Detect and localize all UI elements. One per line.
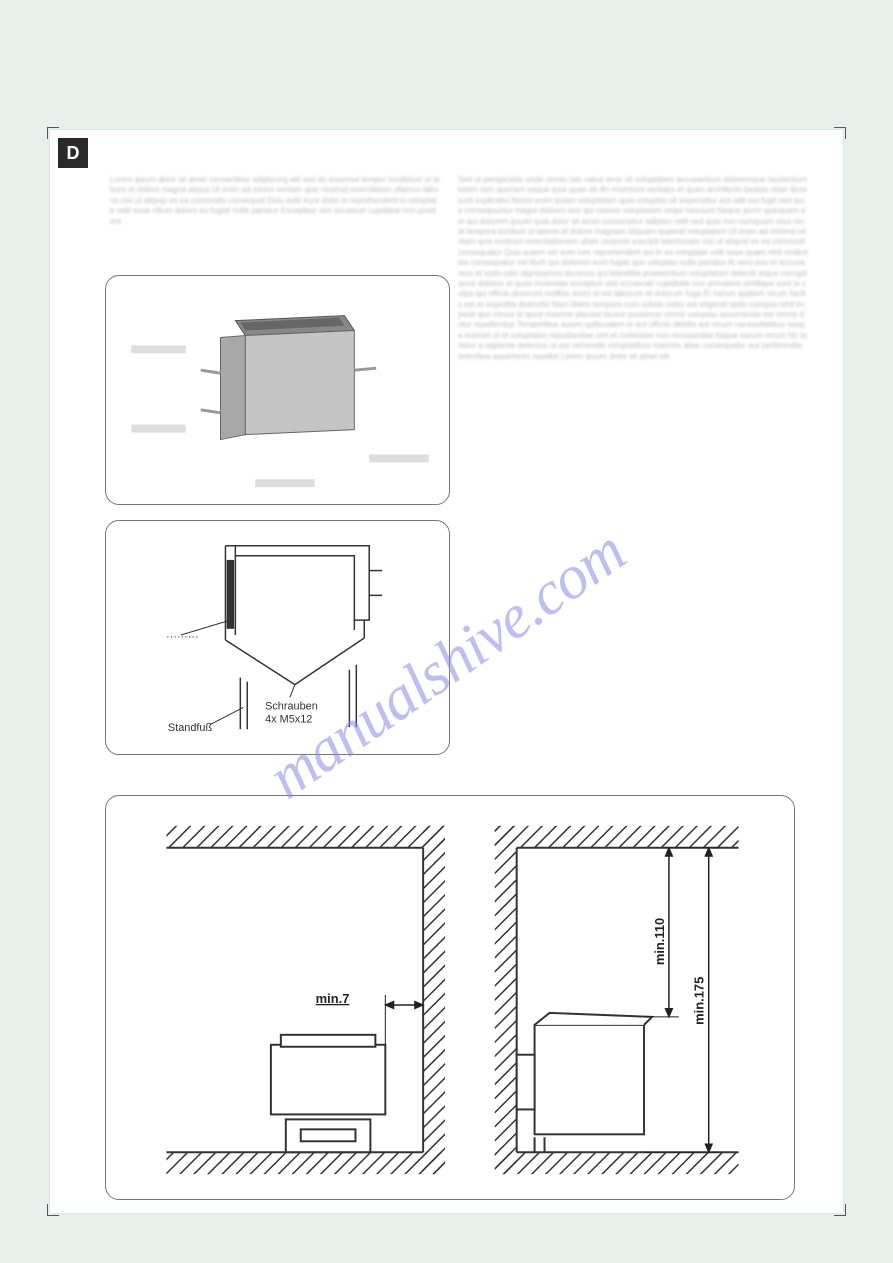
badge-letter: D bbox=[67, 143, 80, 164]
figure-clearances: min.7 bbox=[105, 795, 795, 1200]
label-standfuss: Standfuß bbox=[168, 722, 213, 734]
label-schrauben-1: Schrauben bbox=[265, 700, 318, 712]
language-badge: D bbox=[58, 138, 88, 168]
document-page: D Lorem ipsum dolor sit amet consectetur… bbox=[50, 130, 843, 1213]
crop-mark bbox=[47, 1204, 59, 1216]
body-text-column-right: Sed ut perspiciatis unde omnis iste natu… bbox=[458, 175, 808, 795]
dim-min-175: min.175 bbox=[692, 977, 707, 1025]
dim-min-110: min.110 bbox=[652, 918, 667, 965]
svg-text:·········: ········· bbox=[166, 631, 199, 643]
label-schrauben-2: 4x M5x12 bbox=[265, 713, 312, 725]
figure-heater-assembly bbox=[105, 275, 450, 505]
figure-stand-mounting: ········· Standfuß Schrauben 4x M5x12 bbox=[105, 520, 450, 755]
dim-min-7: min.7 bbox=[316, 991, 350, 1006]
body-text-column-left: Lorem ipsum dolor sit amet consectetur a… bbox=[110, 175, 440, 270]
crop-mark bbox=[834, 1204, 846, 1216]
crop-mark bbox=[834, 127, 846, 139]
